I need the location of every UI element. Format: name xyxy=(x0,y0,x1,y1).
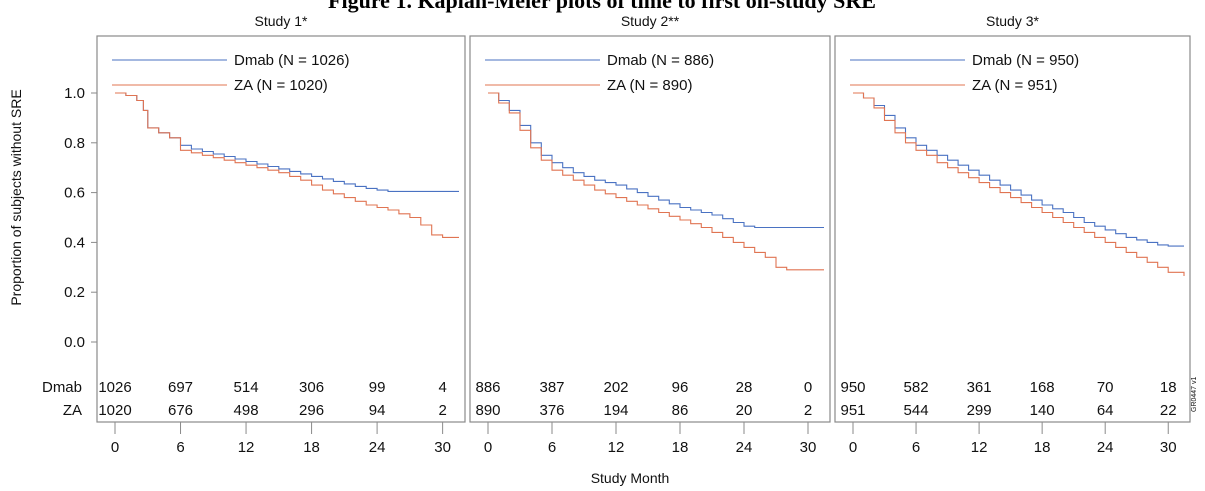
chart-panel-1: Study 1* 1.0 0.8 0.6 0.4 0.2 0.0 Proportion of … xyxy=(8,13,466,456)
x-tick-label: 0 xyxy=(111,439,119,456)
x-tick-label: 24 xyxy=(736,439,753,456)
x-tick-label: 6 xyxy=(176,439,184,456)
at-risk-value: 376 xyxy=(539,402,564,419)
panel-frame xyxy=(834,35,1191,423)
panel-subtitle: Study 2** xyxy=(621,13,680,29)
at-risk-value: 361 xyxy=(967,379,992,396)
legend-label-za: ZA (N = 890) xyxy=(607,77,692,94)
legend-label-za: ZA (N = 1020) xyxy=(234,77,328,94)
legend-label-za: ZA (N = 951) xyxy=(972,77,1057,94)
at-risk-value: 697 xyxy=(168,379,193,396)
panel-subtitle: Study 3* xyxy=(986,13,1039,29)
y-tick-label: 0.0 xyxy=(64,334,85,351)
at-risk-value: 64 xyxy=(1097,402,1114,419)
y-tick-label: 0.4 xyxy=(64,234,85,251)
x-tick-label: 30 xyxy=(434,439,451,456)
x-tick-label: 0 xyxy=(484,439,492,456)
panel-subtitle: Study 1* xyxy=(255,13,308,29)
panel-frame xyxy=(469,35,831,423)
legend-label-dmab: Dmab (N = 1026) xyxy=(234,52,349,69)
at-risk-value: 1020 xyxy=(98,402,131,419)
x-tick-label: 12 xyxy=(608,439,625,456)
x-tick-label: 24 xyxy=(1097,439,1114,456)
km-curve-za xyxy=(853,92,1185,276)
at-risk-value: 86 xyxy=(672,402,689,419)
chart-panel-2: Study 2** Dmab (N = 886) ZA (N = 890) 886 38… xyxy=(469,13,831,456)
at-risk-value: 890 xyxy=(475,402,500,419)
at-risk-value: 951 xyxy=(840,402,865,419)
at-risk-value: 498 xyxy=(234,402,259,419)
y-axis-label: Proportion of subjects without SRE xyxy=(8,89,24,305)
at-risk-value: 299 xyxy=(967,402,992,419)
at-risk-value: 202 xyxy=(603,379,628,396)
legend-label-dmab: Dmab (N = 950) xyxy=(972,52,1079,69)
x-tick-label: 24 xyxy=(369,439,386,456)
x-tick-label: 6 xyxy=(548,439,556,456)
at-risk-value: 886 xyxy=(475,379,500,396)
x-tick-label: 12 xyxy=(971,439,988,456)
at-risk-value: 96 xyxy=(672,379,689,396)
x-tick-label: 6 xyxy=(912,439,920,456)
x-tick-label: 12 xyxy=(238,439,255,456)
at-risk-value: 387 xyxy=(539,379,564,396)
x-tick-label: 0 xyxy=(849,439,857,456)
at-risk-value: 22 xyxy=(1160,402,1177,419)
at-risk-value: 18 xyxy=(1160,379,1177,396)
km-curve-dmab xyxy=(115,92,459,192)
at-risk-value: 99 xyxy=(369,379,386,396)
at-risk-value: 4 xyxy=(438,379,446,396)
km-curve-za xyxy=(488,92,824,271)
y-tick-label: 0.2 xyxy=(64,284,85,301)
at-risk-value: 194 xyxy=(603,402,628,419)
panels-group: Study 1* 1.0 0.8 0.6 0.4 0.2 0.0 Proportion of … xyxy=(8,13,1191,456)
at-risk-value: 2 xyxy=(804,402,812,419)
at-risk-value: 676 xyxy=(168,402,193,419)
at-risk-value: 70 xyxy=(1097,379,1114,396)
at-risk-value: 544 xyxy=(904,402,929,419)
at-risk-value: 306 xyxy=(299,379,324,396)
x-axis-label: Study Month xyxy=(591,470,670,486)
x-tick-label: 18 xyxy=(303,439,320,456)
side-code-label: GR0447 v1 xyxy=(1191,376,1198,412)
km-curve-dmab xyxy=(488,92,824,229)
km-curve-dmab xyxy=(853,92,1184,247)
at-risk-value: 514 xyxy=(234,379,259,396)
y-tick-label: 0.6 xyxy=(64,185,85,202)
y-tick-label: 1.0 xyxy=(64,85,85,102)
panel-frame xyxy=(96,35,466,423)
y-tick-label: 0.8 xyxy=(64,135,85,152)
x-tick-label: 18 xyxy=(1034,439,1051,456)
figure-title: Figure 1. Kaplan-Meier plots of time to … xyxy=(328,0,876,13)
at-risk-value: 2 xyxy=(438,402,446,419)
at-risk-value: 296 xyxy=(299,402,324,419)
at-risk-value: 28 xyxy=(736,379,753,396)
at-risk-row-label: Dmab xyxy=(42,379,82,396)
at-risk-value: 94 xyxy=(369,402,386,419)
at-risk-value: 950 xyxy=(840,379,865,396)
at-risk-value: 0 xyxy=(804,379,812,396)
at-risk-value: 140 xyxy=(1030,402,1055,419)
at-risk-value: 1026 xyxy=(98,379,131,396)
x-tick-label: 30 xyxy=(800,439,817,456)
chart-panel-3: Study 3* Dmab (N = 950) ZA (N = 951) 950 582… xyxy=(834,13,1191,456)
x-tick-label: 18 xyxy=(672,439,689,456)
at-risk-value: 20 xyxy=(736,402,753,419)
km-curve-za xyxy=(115,92,459,238)
at-risk-row-label: ZA xyxy=(63,402,82,419)
legend-label-dmab: Dmab (N = 886) xyxy=(607,52,714,69)
at-risk-value: 582 xyxy=(904,379,929,396)
at-risk-value: 168 xyxy=(1030,379,1055,396)
x-tick-label: 30 xyxy=(1160,439,1177,456)
